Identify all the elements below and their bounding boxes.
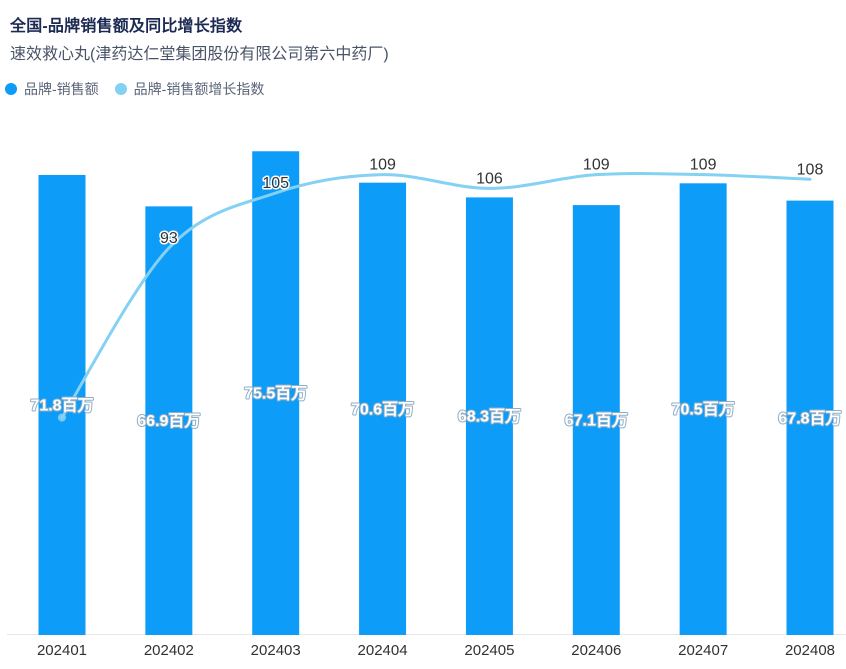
x-tick-202408: 202408 (785, 642, 835, 659)
x-tick-202404: 202404 (358, 642, 408, 659)
x-tick-202405: 202405 (464, 642, 514, 659)
legend-label-sales: 品牌-销售额 (24, 81, 99, 97)
legend-label-growth-index: 品牌-销售额增长指数 (133, 81, 265, 97)
bar-202404[interactable] (359, 182, 407, 635)
bar-202403[interactable] (252, 151, 300, 636)
line-value-label-202402: 93 (160, 230, 178, 247)
x-tick-202402: 202402 (144, 642, 194, 659)
line-value-label-202408: 108 (797, 161, 824, 178)
line-value-label-202403: 105 (262, 175, 289, 192)
chart-title: 全国-品牌销售额及同比增长指数 (10, 18, 243, 35)
legend: 品牌-销售额 品牌-销售额增长指数 (5, 79, 264, 99)
bar-value-label-202403: 75.5百万 (244, 385, 307, 403)
chart-subtitle: 速效救心丸(津药达仁堂集团股份有限公司第六中药厂) (10, 46, 389, 63)
legend-item-growth-index[interactable]: 品牌-销售额增长指数 (114, 79, 265, 99)
line-value-label-202404: 109 (369, 157, 396, 174)
x-tick-202406: 202406 (571, 642, 621, 659)
bar-value-label-202407: 70.5百万 (672, 401, 735, 419)
bar-value-label-202402: 66.9百万 (137, 412, 200, 430)
bar-202407[interactable] (679, 183, 727, 635)
legend-dot-sales-icon (5, 83, 17, 95)
bar-202402[interactable] (145, 206, 193, 635)
bar-202406[interactable] (572, 205, 620, 635)
line-value-label-202405: 106 (476, 170, 503, 187)
bar-value-label-202408: 67.8百万 (778, 409, 841, 427)
x-tick-202401: 202401 (37, 642, 87, 659)
x-tick-202407: 202407 (678, 642, 728, 659)
bar-202408[interactable] (786, 200, 834, 635)
line-value-label-202406: 109 (583, 157, 610, 174)
x-tick-202403: 202403 (251, 642, 301, 659)
growth-index-first-point[interactable] (58, 413, 66, 422)
bar-202401[interactable] (38, 174, 86, 635)
legend-dot-growth-index-icon (114, 83, 127, 95)
growth-index-line[interactable] (60, 171, 812, 420)
line-value-label-202407: 109 (690, 157, 717, 174)
bar-value-label-202404: 70.6百万 (351, 400, 414, 418)
bar-value-label-202401: 71.8百万 (30, 396, 93, 414)
bar-202405[interactable] (465, 197, 513, 635)
legend-item-sales[interactable]: 品牌-销售额 (5, 79, 99, 99)
bar-value-label-202406: 67.1百万 (565, 412, 628, 430)
bar-value-label-202405: 68.3百万 (458, 408, 521, 426)
